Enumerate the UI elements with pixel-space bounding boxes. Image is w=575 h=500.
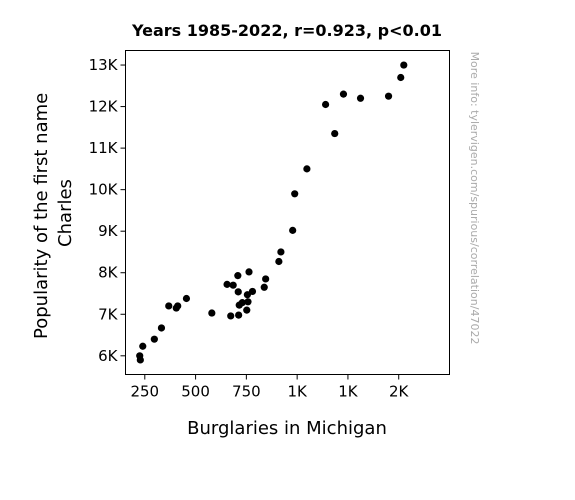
x-tick-label: 500 (181, 383, 210, 401)
x-tick-label: 2K (389, 383, 410, 401)
data-point (235, 311, 243, 319)
y-axis-label-line-2: Charles (55, 179, 76, 247)
data-point (321, 100, 330, 109)
data-point (248, 287, 257, 296)
y-axis-label: Popularity of the first name Charles (31, 87, 76, 339)
y-tick-label: 11K (89, 139, 119, 157)
data-point (356, 94, 365, 102)
watermark-text: More info: tylervigen.com/spurious/corre… (468, 52, 481, 345)
data-point (331, 129, 339, 138)
y-tick-label: 9K (98, 222, 119, 240)
data-point (397, 73, 405, 82)
data-point (234, 288, 242, 296)
x-axis-ticks: 250 500 750 1K 1K 2K (130, 374, 410, 401)
data-point (235, 301, 243, 309)
y-axis-ticks: 6K 7K 8K 9K 10K 11K 12K 13K (89, 56, 126, 365)
data-point (136, 356, 144, 364)
data-point (339, 90, 348, 98)
data-point (384, 92, 393, 100)
data-point (150, 335, 158, 343)
data-point (139, 342, 147, 350)
svg-text:Popularity of the first name: Popularity of the first name Charles (31, 87, 76, 339)
data-point (229, 281, 237, 289)
data-point (223, 280, 231, 288)
x-tick-label: 750 (232, 383, 261, 401)
data-point (291, 190, 299, 198)
y-axis-label-line-1: Popularity of the first name (31, 93, 52, 339)
data-point (260, 283, 268, 291)
data-point (243, 306, 251, 314)
data-point (243, 291, 251, 299)
data-point (275, 257, 283, 266)
y-tick-label: 10K (89, 181, 119, 199)
data-point (245, 268, 253, 276)
y-tick-label: 6K (98, 347, 119, 365)
plot-frame (125, 50, 450, 375)
x-tick-label: 250 (130, 383, 159, 401)
chart-title: Years 1985-2022, r=0.923, p<0.01 (131, 21, 442, 40)
data-points (136, 61, 408, 364)
y-tick-label: 7K (98, 305, 119, 323)
data-point (400, 61, 408, 69)
plot-area (125, 50, 450, 375)
data-point (234, 272, 242, 280)
x-axis-label: Burglaries in Michigan (187, 418, 387, 439)
data-point (244, 298, 252, 306)
watermark: More info: tylervigen.com/spurious/corre… (468, 52, 481, 345)
data-point (262, 275, 270, 283)
data-point (277, 248, 285, 256)
x-tick-label: 1K (338, 383, 359, 401)
x-tick-label: 1K (287, 383, 308, 401)
data-point (157, 324, 166, 332)
y-tick-label: 8K (98, 264, 119, 282)
data-point (165, 302, 173, 310)
y-tick-label: 13K (89, 56, 119, 74)
y-tick-label: 12K (89, 98, 119, 116)
data-point (227, 312, 235, 320)
data-point (208, 309, 216, 317)
data-point (172, 304, 180, 312)
data-point (289, 226, 297, 234)
data-point (303, 165, 311, 173)
data-point (182, 294, 191, 303)
